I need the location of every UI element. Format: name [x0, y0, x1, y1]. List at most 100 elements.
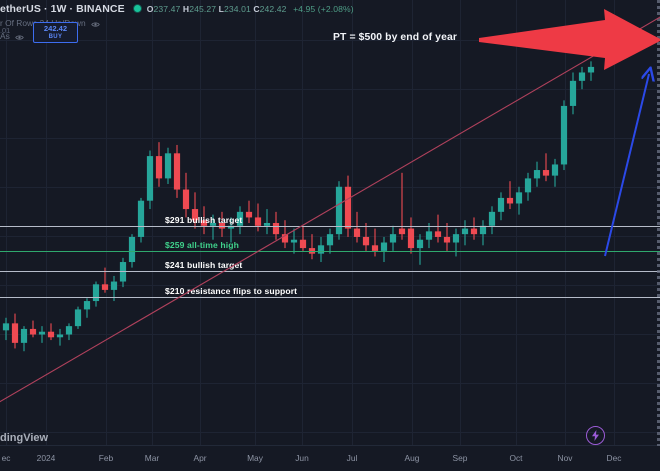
candle: [506, 181, 514, 210]
candle: [92, 281, 100, 307]
time-axis-tick: Mar: [144, 453, 160, 463]
grid-line-vertical: [106, 0, 107, 446]
grid-line-vertical: [352, 0, 353, 446]
grid-line-horizontal: [0, 89, 660, 90]
tradingview-watermark: dingView: [0, 432, 49, 444]
candle: [335, 181, 343, 240]
candle: [290, 228, 298, 254]
candle: [56, 328, 64, 346]
candle: [434, 214, 442, 243]
price-axis-edge[interactable]: [657, 0, 660, 446]
candle: [362, 223, 370, 251]
candle: [155, 142, 163, 187]
close-label: C: [253, 3, 260, 14]
candle: [578, 66, 586, 90]
candle: [497, 192, 505, 221]
candle: [245, 200, 253, 223]
candle: [488, 206, 496, 235]
buy-sell-badge[interactable]: 242.42 BUY: [33, 22, 78, 43]
badge-action: BUY: [48, 33, 63, 40]
high-label: H: [182, 3, 190, 14]
legend-symbol-row[interactable]: etherUS · 1W · BINANCE O237.47 H245.27 L…: [0, 2, 354, 15]
lightning-bolt-icon[interactable]: [586, 426, 605, 445]
candle: [110, 275, 118, 302]
candle: [74, 306, 82, 329]
candle: [380, 236, 388, 263]
candle: [299, 225, 307, 251]
grid-line-horizontal: [0, 432, 660, 433]
candle: [353, 211, 361, 243]
price-level-line[interactable]: [0, 226, 660, 227]
candle: [416, 234, 424, 265]
time-axis[interactable]: ec 2024 Feb Mar Apr May Jun Jul Aug Sep Oct Nov Dec: [0, 445, 660, 471]
time-axis-tick: Oct: [509, 453, 523, 463]
candle: [164, 147, 172, 184]
bolt-glyph: [592, 430, 599, 441]
time-axis-tick: 2024: [36, 453, 56, 463]
candle: [191, 192, 199, 229]
live-status-dot: [133, 5, 141, 12]
time-axis-tick: Nov: [557, 453, 573, 463]
candle: [461, 220, 469, 246]
candle: [308, 234, 316, 260]
candle: [236, 206, 244, 235]
grid-line-vertical: [152, 0, 153, 446]
candle: [443, 223, 451, 251]
time-axis-tick: Jun: [295, 453, 309, 463]
candle: [317, 236, 325, 263]
candle: [83, 298, 91, 318]
candle: [479, 220, 487, 246]
grid-line-horizontal: [0, 138, 660, 139]
time-axis-tick: ec: [1, 453, 11, 463]
eye-icon[interactable]: [15, 33, 24, 40]
time-axis-tick: Dec: [606, 453, 622, 463]
candle: [587, 61, 595, 81]
candle: [128, 234, 136, 268]
price-level-label: $210 resistance flips to support: [165, 286, 298, 296]
low-label: L: [218, 3, 224, 14]
candle: [137, 197, 145, 243]
candle: [20, 326, 28, 352]
time-axis-tick: Sep: [452, 453, 468, 463]
price-level-line[interactable]: [0, 271, 660, 272]
grid-line-vertical: [200, 0, 201, 446]
symbol-title: etherUS · 1W · BINANCE: [0, 2, 125, 15]
candle: [551, 158, 559, 187]
candle: [200, 206, 208, 235]
price-level-label: $259 all-time high: [165, 240, 239, 250]
candle: [326, 228, 334, 254]
candle: [146, 150, 154, 210]
price-level-line[interactable]: [0, 251, 660, 252]
candle: [209, 214, 217, 240]
grid-line-vertical: [614, 0, 615, 446]
time-axis-tick: Apr: [193, 453, 207, 463]
candle: [227, 217, 235, 243]
indicator-row[interactable]: As: [0, 31, 354, 41]
time-axis-tick: Feb: [98, 453, 114, 463]
price-target-annotation: PT = $500 by end of year: [333, 32, 457, 43]
time-axis-tick: Jul: [346, 453, 358, 463]
candle: [281, 220, 289, 249]
candle: [533, 161, 541, 187]
candle: [425, 223, 433, 249]
candle: [542, 153, 550, 182]
price-level-line[interactable]: [0, 297, 660, 298]
candle: [272, 211, 280, 240]
rising-trendline[interactable]: [0, 16, 660, 404]
candle: [407, 217, 415, 254]
breakout-arrow[interactable]: [604, 74, 649, 257]
price-target-arrow[interactable]: [479, 9, 660, 70]
candle: [38, 326, 46, 343]
candlestick-series: [2, 61, 595, 352]
candle: [11, 313, 19, 349]
eye-icon[interactable]: [90, 20, 100, 27]
grid-line-vertical: [516, 0, 517, 446]
ohlc-values: O237.47 H245.27 L234.01 C242.42 +4.95 (+…: [147, 4, 354, 14]
candle: [47, 323, 55, 341]
price-level-label: $291 bullish target: [165, 215, 243, 225]
low-value: 234.01: [223, 3, 251, 14]
candle: [173, 144, 181, 198]
indicator-label: As: [0, 31, 10, 41]
